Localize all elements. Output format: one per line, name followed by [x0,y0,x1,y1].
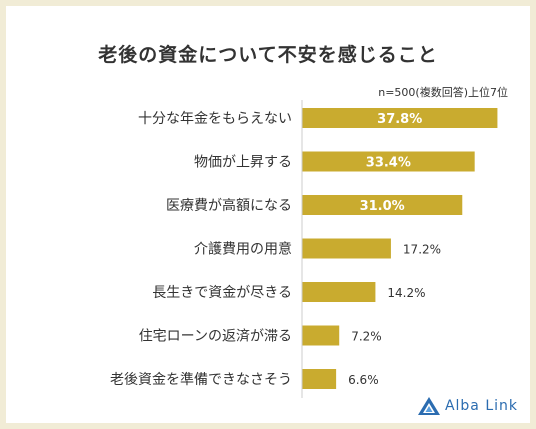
category-label: 住宅ローンの返済が滞る [139,329,292,345]
category-label: 医療費が高額になる [166,197,292,214]
data-label: 31.0% [360,199,405,214]
category-label: 介護費用の用意 [194,241,292,258]
data-label: 33.4% [366,156,411,171]
category-label: 長生きで資金が尽きる [152,285,292,301]
chart-title: 老後の資金について不安を感じること [98,44,438,66]
category-label: 物価が上昇する [194,155,292,171]
bar [302,108,498,128]
bar [302,325,340,346]
bar [302,369,337,389]
category-label: 十分な年金をもらえない [138,111,292,127]
data-label: 17.2% [403,243,441,257]
data-label: 6.6% [348,373,379,387]
data-label: 37.8% [377,112,422,127]
chart-subtitle: n=500(複数回答)上位7位 [378,86,508,99]
brand-name: Alba Link [444,398,518,414]
bar [302,151,475,172]
bar [302,195,463,215]
bar [302,282,376,302]
data-label: 14.2% [387,286,425,300]
data-label: 7.2% [351,330,382,344]
category-label: 老後資金を準備できなさそう [110,372,292,388]
brand-logo: Alba Link [417,395,518,417]
alba-link-logo-icon [417,397,440,415]
bar [302,238,391,259]
